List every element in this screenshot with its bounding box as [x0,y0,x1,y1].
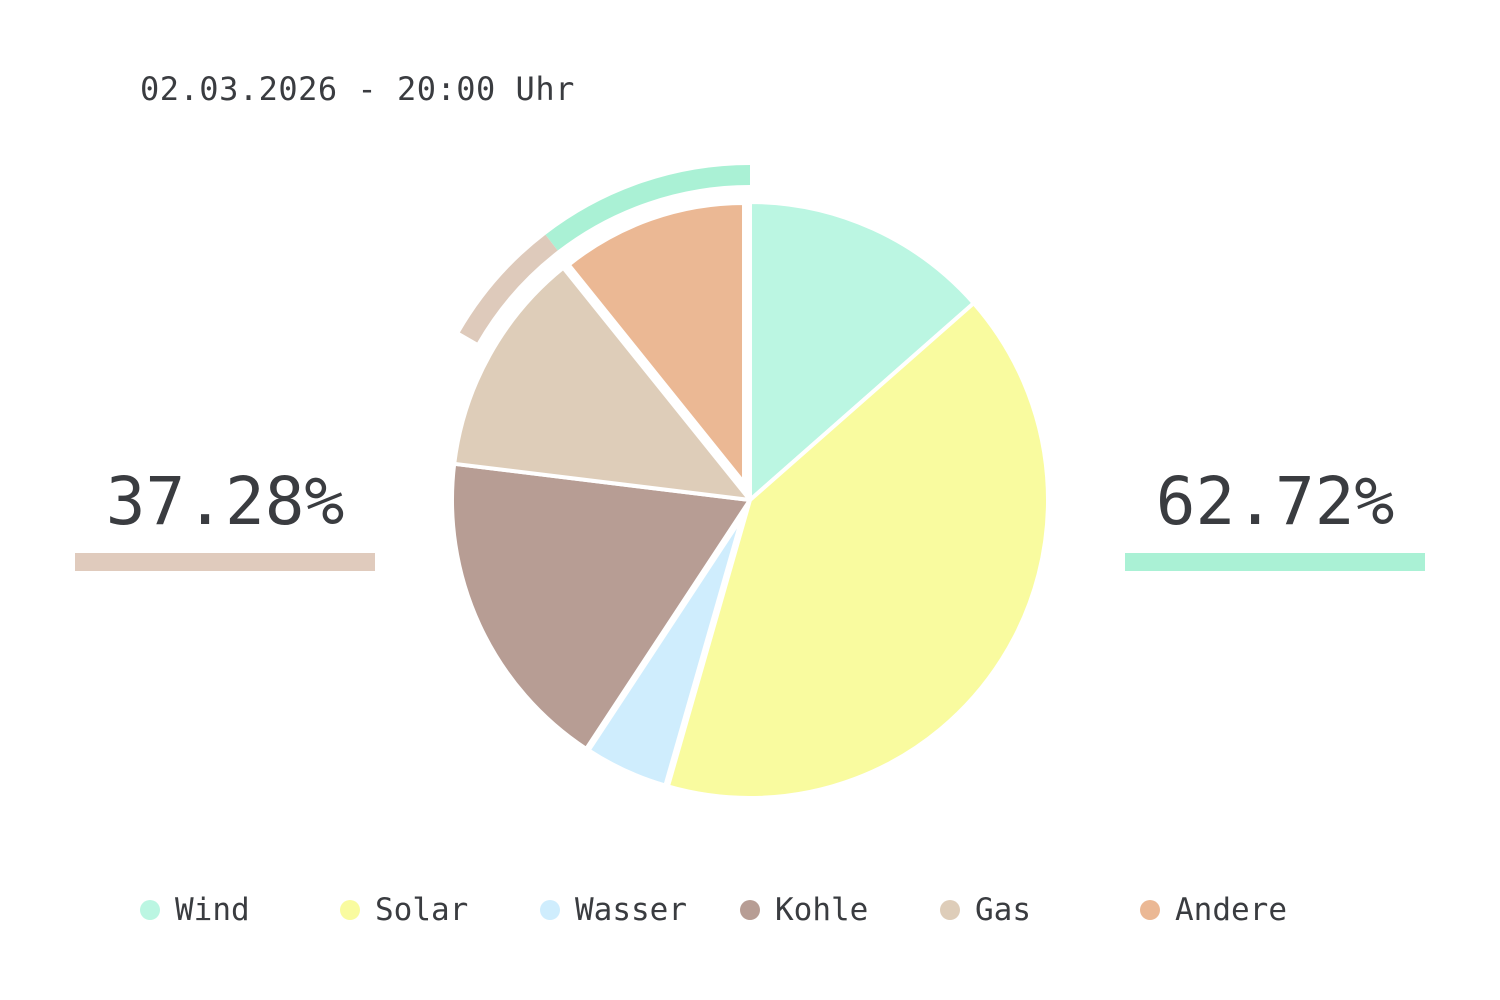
legend-label-wasser: Wasser [575,892,687,928]
pie-slice-wind[interactable] [748,200,976,502]
legend-swatch-wind [140,900,160,920]
pie-slice-wasser[interactable] [586,514,745,788]
legend-label-andere: Andere [1175,892,1287,928]
pie-slice-kohle[interactable] [450,461,752,751]
fossil-share: 37.28% [75,462,375,571]
legend-label-wind: Wind [175,892,250,928]
legend-swatch-gas [940,900,960,920]
legend-item-andere[interactable]: Andere [1140,890,1287,930]
legend-label-kohle: Kohle [775,892,869,928]
pie-slice-solar[interactable] [665,301,1050,800]
legend-item-gas[interactable]: Gas [940,890,1031,930]
renewable-share-value: 62.72% [1155,463,1395,540]
legend-label-gas: Gas [975,892,1031,928]
fossil-share-value: 37.28% [105,463,345,540]
renewable-share: 62.72% [1125,462,1425,571]
legend-swatch-andere [1140,900,1160,920]
legend-item-solar[interactable]: Solar [340,890,468,930]
legend-swatch-solar [340,900,360,920]
renewable-share-bar [1125,553,1425,571]
legend-item-wind[interactable]: Wind [140,890,250,930]
legend-label-solar: Solar [375,892,469,928]
legend-swatch-kohle [740,900,760,920]
outer-arc-fossil [459,234,558,343]
legend-item-kohle[interactable]: Kohle [740,890,868,930]
pie-slice-andere[interactable] [566,201,747,486]
timestamp-label: 02.03.2026 - 20:00 Uhr [140,70,575,108]
outer-arc-erneuerbar [545,165,751,251]
pie-slice-gas[interactable] [452,265,752,502]
legend-swatch-wasser [540,900,560,920]
chart-legend: Wind Solar Wasser Kohle Gas Andere [140,890,1440,934]
legend-item-wasser[interactable]: Wasser [540,890,687,930]
fossil-share-bar [75,553,375,571]
